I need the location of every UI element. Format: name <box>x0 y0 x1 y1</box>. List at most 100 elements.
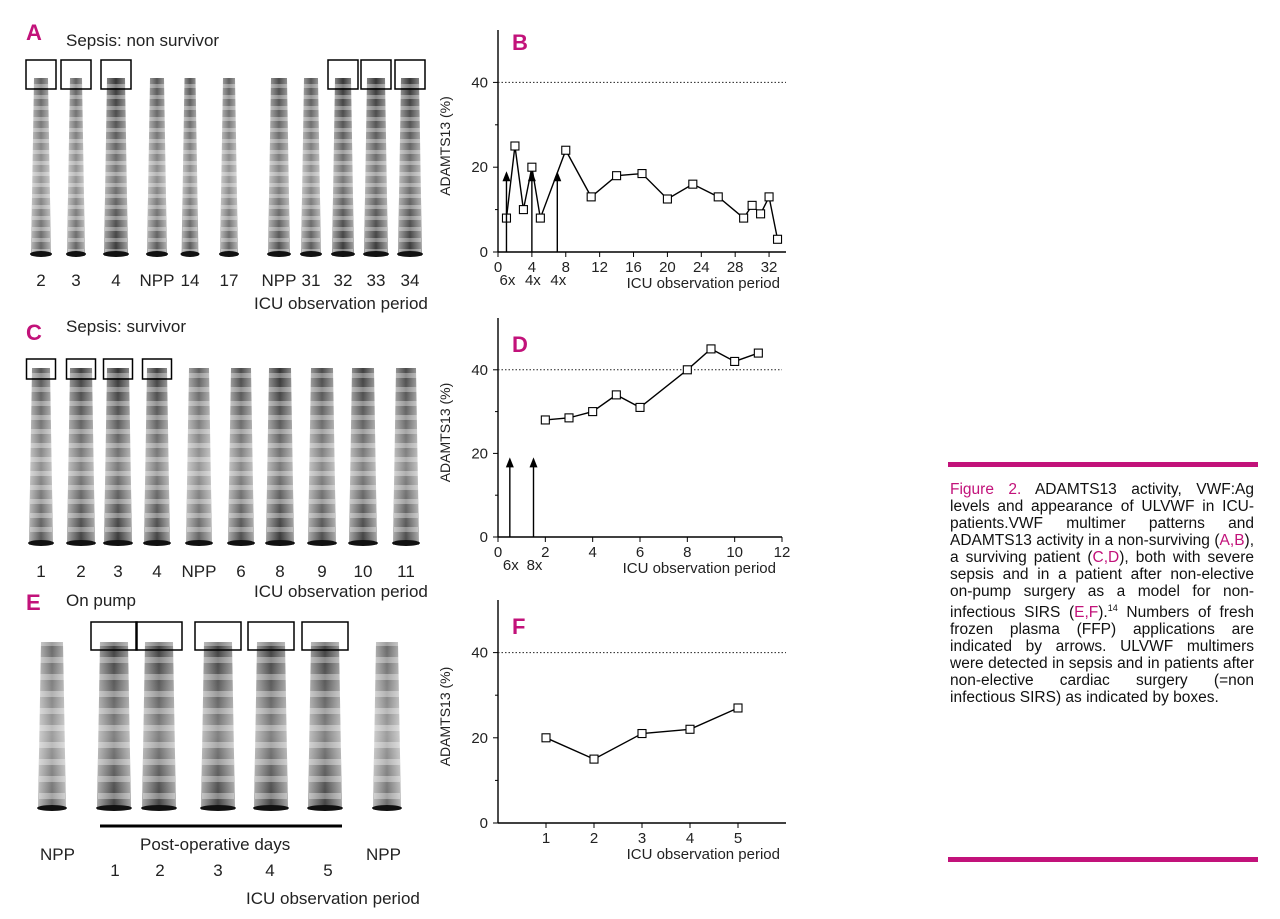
panel-label-c: C <box>26 320 42 345</box>
panel-label-a: A <box>26 20 42 45</box>
panel-a-title: Sepsis: non survivor <box>66 31 219 50</box>
gel-lane <box>180 78 200 257</box>
data-point <box>662 194 672 204</box>
data-point <box>635 402 645 412</box>
y-tick-label: 0 <box>480 529 488 546</box>
x-tick-label: 28 <box>727 259 744 276</box>
gel-lane <box>135 621 183 811</box>
ulvwf-box <box>25 358 57 380</box>
series-line <box>545 348 759 421</box>
data-point <box>747 200 757 210</box>
x-axis-label: ICU observation period <box>627 275 780 292</box>
caption-reference-superscript: 14 <box>1107 603 1118 613</box>
lane-label: 31 <box>302 271 321 290</box>
lane-label: 1 <box>36 562 45 581</box>
gel-c-lane-labels: 1 2 3 4 NPP 6 8 9 10 11 <box>36 562 415 581</box>
x-tick-label: 4 <box>686 830 694 847</box>
gel-lane <box>194 621 242 811</box>
panel-c-axis-label: ICU observation period <box>254 582 428 601</box>
lane-label: 2 <box>36 271 45 290</box>
lane-label: NPP <box>182 562 217 581</box>
panel-a: A Sepsis: non survivor 2 3 4 NPP 14 17 NPP 31 32… <box>25 20 428 313</box>
lane-label: 3 <box>113 562 122 581</box>
panel-e-right-npp-label: NPP <box>366 845 401 864</box>
x-tick-label: 24 <box>693 259 710 276</box>
data-point <box>764 192 774 202</box>
y-tick-label: 40 <box>471 74 488 91</box>
data-point <box>688 179 698 189</box>
lane-label: 9 <box>317 562 326 581</box>
lane-label: 10 <box>354 562 373 581</box>
day-label: 1 <box>110 861 119 880</box>
caption-ref-ab: A,B <box>1219 532 1245 549</box>
gel-lane <box>300 78 322 257</box>
data-point <box>637 169 647 179</box>
day-label: 2 <box>155 861 164 880</box>
gel-lane <box>301 621 349 811</box>
y-tick-label: 40 <box>471 645 488 662</box>
data-point <box>772 234 783 244</box>
gel-lane <box>348 368 378 546</box>
x-tick-label: 3 <box>638 830 646 847</box>
x-tick-label: 1 <box>542 830 550 847</box>
gel-lane <box>219 78 239 257</box>
ulvwf-box <box>135 621 183 651</box>
caption-text-2: ), a surviving patient ( <box>950 532 1254 566</box>
ffp-count-label: 6x <box>500 272 516 289</box>
figure-caption: Figure 2. ADAMTS13 activity, VWF:Ag leve… <box>950 481 1254 706</box>
panel-e: E On pump NPP NPP Post-operative days 1 2… <box>26 590 420 908</box>
ulvwf-box <box>301 621 349 651</box>
series-line <box>505 145 779 240</box>
data-point <box>730 356 740 366</box>
ffp-count-label: 4x <box>525 272 541 289</box>
data-point <box>739 213 749 223</box>
ulvwf-box <box>90 621 138 651</box>
x-tick-label: 0 <box>494 259 502 276</box>
x-tick-label: 12 <box>774 544 791 561</box>
ulvwf-box <box>360 59 392 90</box>
x-tick-label: 6 <box>636 544 644 561</box>
caption-text-3: ), both with severe sepsis and in a pati… <box>950 549 1254 622</box>
panel-c-title: Sepsis: survivor <box>66 317 186 336</box>
caption-text-4: ). <box>1098 604 1108 622</box>
data-point <box>612 171 622 181</box>
gel-a-lanes <box>25 59 426 257</box>
y-axis-label: ADAMTS13 (%) <box>437 667 453 767</box>
y-tick-label: 20 <box>471 159 488 176</box>
gel-e-lanes <box>37 621 402 811</box>
gel-lane <box>360 59 392 257</box>
gel-lane <box>392 368 420 546</box>
ulvwf-box <box>65 358 97 380</box>
panel-e-axis-label: ICU observation period <box>246 889 420 908</box>
lane-label: 14 <box>181 271 200 290</box>
x-axis-label: ICU observation period <box>627 846 780 863</box>
ulvwf-box <box>247 621 295 651</box>
data-point <box>518 205 528 215</box>
data-point <box>682 365 692 375</box>
x-tick-label: 16 <box>625 259 642 276</box>
x-tick-label: 2 <box>541 544 549 561</box>
y-tick-label: 0 <box>480 244 488 261</box>
x-tick-label: 32 <box>761 259 778 276</box>
gel-c-lanes <box>25 358 420 546</box>
x-tick-label: 10 <box>726 544 743 561</box>
data-point <box>510 141 520 151</box>
caption-ref-ef: E,F <box>1074 604 1099 622</box>
y-tick-label: 20 <box>471 445 488 462</box>
ulvwf-box <box>327 59 359 90</box>
lane-label: 11 <box>397 562 415 581</box>
gel-lane <box>90 621 138 811</box>
lane-label: 4 <box>152 562 161 581</box>
panel-e-title: On pump <box>66 591 136 610</box>
data-point <box>637 728 647 739</box>
data-point <box>540 415 550 425</box>
figure-label: Figure 2. <box>950 481 1022 498</box>
lane-label: 34 <box>401 271 420 290</box>
gel-lane <box>25 59 57 257</box>
caption-ref-cd: C,D <box>1092 549 1120 566</box>
data-point <box>756 209 766 219</box>
gel-lane <box>247 621 295 811</box>
panel-c: C Sepsis: survivor 1 2 3 4 NPP 6 8 9 10 11 ICU ob… <box>25 317 428 601</box>
x-tick-label: 0 <box>494 544 502 561</box>
lane-label: NPP <box>262 271 297 290</box>
